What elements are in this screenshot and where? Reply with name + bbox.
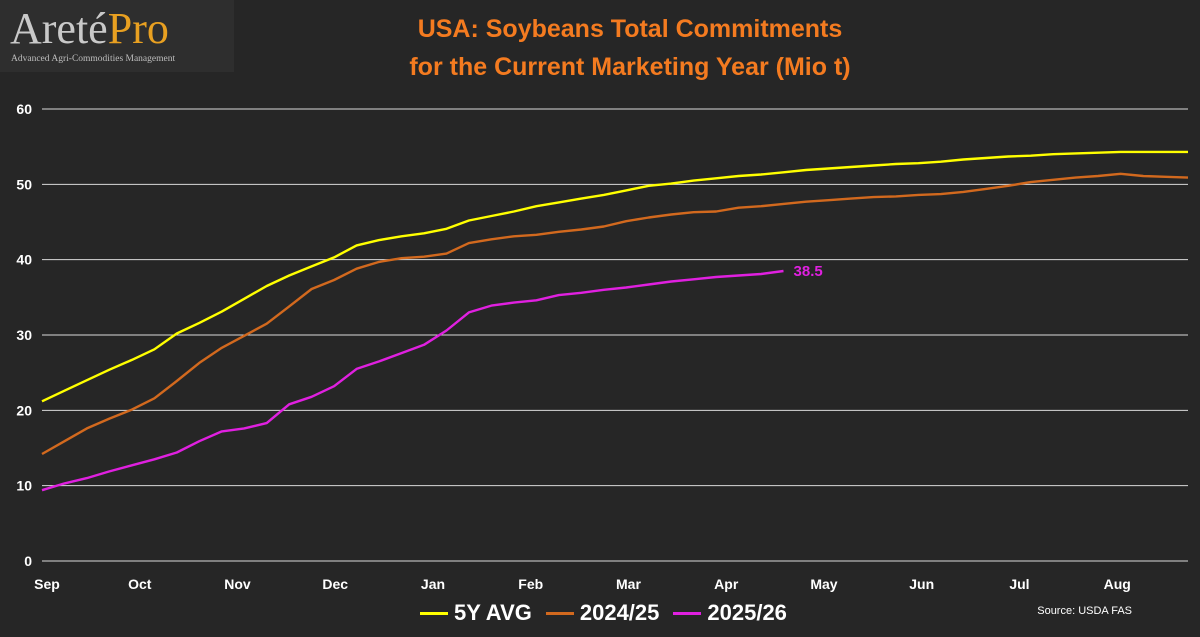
source-note: Source: USDA FAS (1037, 605, 1132, 617)
x-tick-label-may: May (810, 576, 837, 592)
y-tick-label: 0 (24, 553, 32, 569)
chart-title: USA: Soybeans Total Commitments (417, 15, 843, 43)
x-tick-label-jun: Jun (909, 576, 934, 592)
y-tick-label: 20 (16, 402, 32, 418)
x-tick-label-feb: Feb (518, 576, 543, 592)
x-tick-label-jan: Jan (421, 576, 445, 592)
logo: AretéPro Advanced Agri-Commodities Manag… (0, 0, 234, 72)
x-tick-label-aug: Aug (1104, 576, 1131, 592)
series-line-2025-26 (41, 269, 784, 492)
x-tick-label-apr: Apr (714, 576, 739, 592)
x-tick-label-mar: Mar (616, 576, 641, 592)
chart-subtitle: for the Current Marketing Year (Mio t) (409, 53, 851, 81)
logo-brand-main: Areté (10, 4, 108, 53)
y-tick-label: 10 (16, 478, 32, 494)
legend-item-2024-25: 2024/25 (545, 600, 660, 626)
data-label-2025-26: 38.5 (794, 263, 823, 280)
legend-item-5y-avg: 5Y AVG (420, 600, 532, 626)
x-tick-label-oct: Oct (128, 576, 152, 592)
chart-title-block: USA: Soybeans Total Commitments for the … (250, 10, 1010, 86)
legend-swatch-2024-25 (545, 611, 574, 615)
x-axis-ticks: Sep Oct Nov Dec Jan Feb Mar Apr May Jun Jul Aug (34, 576, 1131, 592)
x-tick-label-dec: Dec (322, 576, 348, 592)
x-tick-label-sep: Sep (34, 576, 60, 592)
y-axis-ticks: 0 10 20 30 40 50 60 (16, 101, 32, 569)
legend-swatch-2025-26 (673, 611, 702, 615)
logo-brand-accent: Pro (107, 4, 169, 53)
y-tick-label: 50 (16, 176, 32, 192)
legend-label-2025-26: 2025/26 (707, 600, 787, 625)
legend-label-5y-avg: 5Y AVG (454, 600, 532, 625)
series-lines: 38.5 (41, 150, 1189, 492)
y-tick-label: 40 (16, 252, 32, 268)
legend-item-2025-26: 2025/26 (673, 600, 787, 626)
logo-tagline: Advanced Agri-Commodities Management (11, 54, 176, 64)
y-tick-label: 30 (16, 327, 32, 343)
legend: 5Y AVG 2024/25 2025/26 (420, 598, 801, 628)
legend-label-2024-25: 2024/25 (579, 600, 660, 625)
series-line-2024-25 (41, 172, 1189, 456)
y-tick-label: 60 (16, 101, 32, 117)
logo-wordmark: AretéPro (10, 4, 169, 54)
gridlines (42, 108, 1188, 562)
x-tick-label-nov: Nov (224, 576, 251, 592)
series-line-5y-avg (41, 150, 1188, 403)
legend-swatch-5y-avg (420, 611, 448, 615)
x-tick-label-jul: Jul (1009, 576, 1029, 592)
